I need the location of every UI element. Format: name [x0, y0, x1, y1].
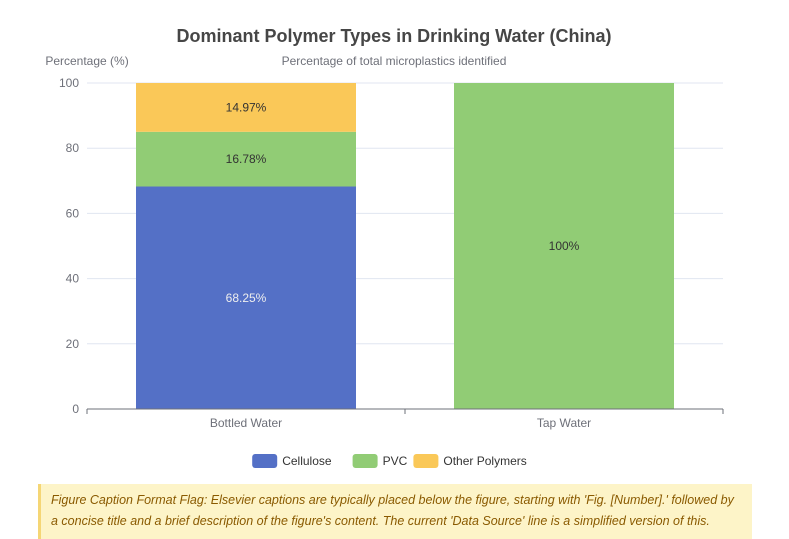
- y-tick-label: 0: [72, 402, 79, 416]
- y-tick-label: 60: [66, 206, 80, 220]
- y-tick-label: 40: [66, 272, 80, 286]
- legend-swatch: [252, 454, 278, 468]
- bar-data-label: 16.78%: [226, 152, 267, 166]
- bar-data-label: 14.97%: [226, 100, 267, 114]
- bar-data-label: 68.25%: [226, 291, 267, 305]
- y-tick-label: 20: [66, 337, 80, 351]
- bar-data-label: 100%: [549, 239, 580, 253]
- y-axis-label: Percentage (%): [45, 54, 128, 68]
- legend-label: PVC: [383, 454, 408, 468]
- stacked-bar-chart: Dominant Polymer Types in Drinking Water…: [45, 26, 724, 468]
- y-tick-label: 80: [66, 141, 80, 155]
- bar-segment: [136, 186, 356, 409]
- legend-label: Cellulose: [282, 454, 332, 468]
- bar-segment: [136, 83, 356, 132]
- bar-segment: [136, 131, 356, 187]
- bar-segment: [454, 83, 674, 409]
- chart-subtitle: Percentage of total microplastics identi…: [282, 54, 507, 68]
- x-tick-label: Tap Water: [537, 416, 591, 430]
- legend-swatch: [352, 454, 378, 468]
- chart-title: Dominant Polymer Types in Drinking Water…: [176, 26, 611, 46]
- figure-caption-text: Figure Caption Format Flag: Elsevier cap…: [51, 493, 734, 528]
- x-tick-label: Bottled Water: [210, 416, 282, 430]
- figure-caption-box: Figure Caption Format Flag: Elsevier cap…: [38, 484, 752, 539]
- legend-swatch: [413, 454, 439, 468]
- legend-label: Other Polymers: [443, 454, 526, 468]
- y-tick-label: 100: [59, 76, 79, 90]
